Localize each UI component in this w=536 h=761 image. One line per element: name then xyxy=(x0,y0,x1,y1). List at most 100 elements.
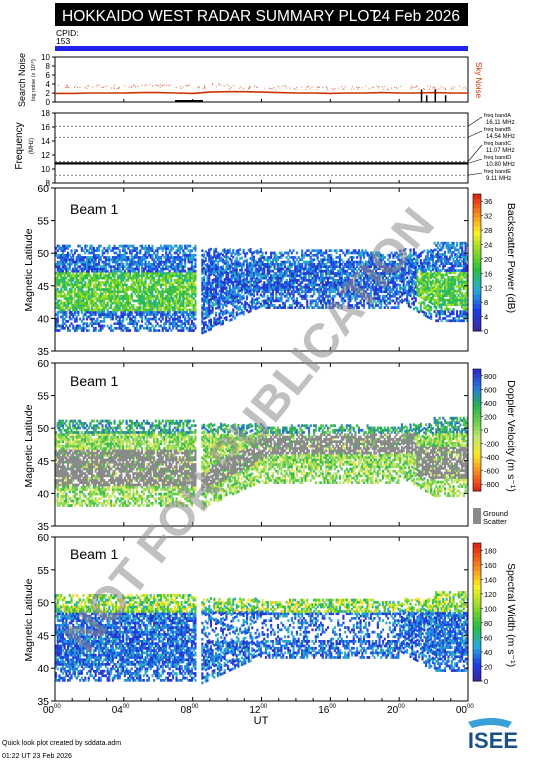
noise-point xyxy=(233,85,235,87)
scatter-cell xyxy=(172,283,175,287)
scatter-cell xyxy=(407,256,410,260)
scatter-cell xyxy=(101,269,104,273)
scatter-cell xyxy=(104,306,107,309)
scatter-cell xyxy=(184,324,187,328)
scatter-cell xyxy=(227,262,230,266)
frequency-tick-label: 8 xyxy=(46,179,51,188)
scatter-cell xyxy=(94,320,97,323)
scatter-cell xyxy=(304,265,307,268)
scatter-cell xyxy=(369,265,372,268)
scatter-cell xyxy=(110,290,113,294)
scatter-cell xyxy=(86,324,89,328)
scatter-cell xyxy=(156,265,159,268)
scatter-cell xyxy=(275,306,278,309)
noise-point xyxy=(311,86,313,88)
scatter-cell xyxy=(340,281,343,284)
scatter-cell xyxy=(239,312,242,315)
scatter-cell xyxy=(82,301,85,305)
scatter-cell xyxy=(220,252,223,255)
scatter-cell xyxy=(206,308,209,312)
scatter-cell xyxy=(182,294,185,298)
noise-point xyxy=(229,88,231,90)
scatter-cell xyxy=(118,317,121,321)
scatter-cell xyxy=(163,313,166,316)
scatter-cell xyxy=(144,290,147,294)
scatter-cell xyxy=(184,297,187,300)
scatter-cell xyxy=(209,286,212,290)
scatter-cell xyxy=(273,267,276,271)
scatter-cell xyxy=(270,260,273,264)
scatter-cell xyxy=(363,294,366,298)
scatter-cell xyxy=(397,258,400,262)
scatter-cell xyxy=(311,260,314,264)
scatter-cell xyxy=(144,304,147,307)
scatter-cell xyxy=(61,276,64,280)
scatter-cell xyxy=(328,290,331,294)
scatter-cell xyxy=(98,310,101,314)
noise-point xyxy=(240,86,242,88)
scatter-cell xyxy=(149,308,152,312)
scatter-cell xyxy=(421,292,424,295)
scatter-cell xyxy=(192,253,195,257)
scatter-cell xyxy=(84,244,87,248)
scatter-cell xyxy=(383,281,386,284)
scatter-cell xyxy=(228,268,231,272)
scatter-cell xyxy=(177,317,180,321)
scatter-cell xyxy=(333,283,336,287)
scatter-cell xyxy=(380,265,383,268)
scatter-cell xyxy=(137,281,140,284)
scatter-cell xyxy=(96,320,99,323)
scatter-cell xyxy=(330,285,333,289)
scatter-cell xyxy=(378,306,381,309)
scatter-cell xyxy=(289,288,292,291)
scatter-cell xyxy=(309,269,312,273)
scatter-cell xyxy=(182,297,185,300)
noise-point xyxy=(269,88,271,90)
scatter-cell xyxy=(249,284,252,288)
scatter-cell xyxy=(103,320,106,323)
scatter-cell xyxy=(414,276,417,280)
scatter-cell xyxy=(96,279,99,282)
scatter-cell xyxy=(108,276,111,280)
scatter-cell xyxy=(356,304,359,307)
scatter-cell xyxy=(125,299,128,303)
scatter-cell xyxy=(220,284,223,287)
scatter-cell xyxy=(247,292,250,295)
scatter-cell xyxy=(338,265,341,268)
scatter-cell xyxy=(215,279,218,283)
scatter-cell xyxy=(75,267,78,271)
scatter-cell xyxy=(309,301,312,305)
scatter-cell xyxy=(175,313,178,316)
scatter-cell xyxy=(77,301,80,305)
scatter-cell xyxy=(325,251,328,255)
scatter-cell xyxy=(213,280,216,284)
scatter-cell xyxy=(209,261,212,265)
scatter-cell xyxy=(206,290,209,294)
scatter-cell xyxy=(256,299,259,303)
scatter-cell xyxy=(130,322,133,325)
scatter-cell xyxy=(137,320,140,323)
scatter-cell xyxy=(385,267,388,271)
scatter-cell xyxy=(79,290,82,294)
scatter-cell xyxy=(239,305,242,308)
scatter-cell xyxy=(147,272,150,275)
scatter-cell xyxy=(423,299,426,303)
scatter-cell xyxy=(368,267,371,271)
scatter-cell xyxy=(254,307,257,311)
scatter-cell xyxy=(170,276,173,280)
scatter-cell xyxy=(141,256,144,259)
scatter-cell xyxy=(65,310,68,314)
scatter-cell xyxy=(369,299,372,303)
scatter-cell xyxy=(368,283,371,287)
scatter-cell xyxy=(237,274,240,277)
scatter-cell xyxy=(172,263,175,266)
scatter-cell xyxy=(273,281,276,284)
noise-tick-label: 10 xyxy=(41,53,50,62)
scatter-cell xyxy=(237,312,240,316)
scatter-cell xyxy=(325,290,328,294)
scatter-cell xyxy=(242,276,245,279)
scatter-cell xyxy=(301,290,304,294)
scatter-cell xyxy=(92,247,95,250)
scatter-cell xyxy=(115,285,118,289)
scatter-cell xyxy=(299,274,302,278)
